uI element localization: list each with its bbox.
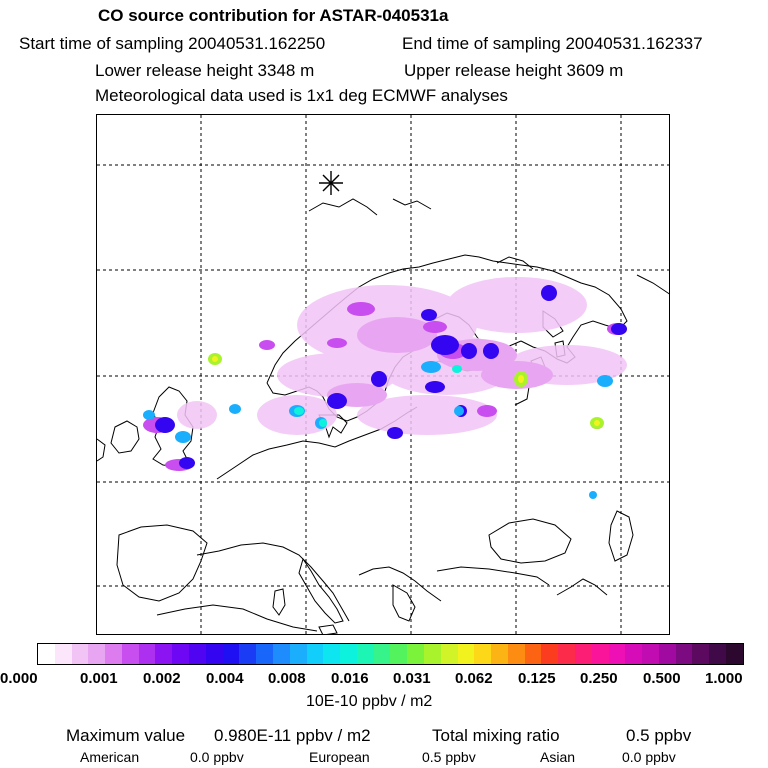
colorbar: [37, 643, 744, 665]
colorbar-swatch: [323, 644, 341, 664]
colorbar-swatch: [457, 644, 475, 664]
maximum-label: Maximum value: [66, 726, 186, 745]
colorbar-swatch: [726, 644, 743, 664]
tick-label: 1.000: [705, 670, 743, 687]
maximum-value: 0.980E-11 ppbv / m2: [214, 726, 371, 745]
tick-label: 0.004: [206, 670, 244, 687]
release-point-star: [319, 171, 343, 195]
colorbar-swatch: [88, 644, 106, 664]
american-label: American: [80, 749, 140, 765]
colorbar-swatch: [608, 644, 626, 664]
colorbar-swatch: [625, 644, 643, 664]
colorbar-swatch: [541, 644, 559, 664]
tick-label: 0.002: [143, 670, 181, 687]
tick-label: 0.008: [268, 670, 306, 687]
asian-value: 0.0 ppbv: [622, 749, 676, 765]
colorbar-swatch: [121, 644, 139, 664]
met-data-label: Meteorological data used is 1x1 deg ECMW…: [95, 86, 508, 105]
colorbar-swatch: [71, 644, 89, 664]
colorbar-swatch: [692, 644, 710, 664]
colorbar-swatch: [54, 644, 72, 664]
colorbar-swatch: [155, 644, 173, 664]
colorbar-swatch: [105, 644, 122, 664]
colorbar-swatch: [172, 644, 190, 664]
colorbar-swatch: [558, 644, 575, 664]
start-time-label: Start time of sampling 20040531.162250: [19, 34, 326, 53]
colorbar-swatch: [423, 644, 441, 664]
colorbar-swatch: [373, 644, 391, 664]
tick-label: 0.125: [518, 670, 556, 687]
colorbar-swatch: [356, 644, 374, 664]
colorbar-swatch: [658, 644, 676, 664]
colorbar-swatch: [440, 644, 458, 664]
colorbar-swatch: [272, 644, 290, 664]
colorbar-swatch: [575, 644, 592, 664]
tick-label: 0.000: [0, 670, 38, 687]
colorbar-swatch: [189, 644, 206, 664]
map-canvas: [97, 115, 669, 634]
colorbar-swatch: [239, 644, 257, 664]
tick-label: 0.001: [80, 670, 118, 687]
colorbar-swatch: [306, 644, 324, 664]
concentration-field: [143, 277, 627, 499]
map-panel: [96, 114, 670, 635]
colorbar-swatch: [205, 644, 223, 664]
colorbar-swatch: [407, 644, 424, 664]
colorbar-swatch: [289, 644, 307, 664]
colorbar-swatch: [138, 644, 156, 664]
end-time-label: End time of sampling 20040531.162337: [402, 34, 703, 53]
colorbar-swatch: [38, 644, 55, 664]
colorbar-swatch: [256, 644, 273, 664]
lower-height-label: Lower release height 3348 m: [95, 61, 315, 80]
colorbar-swatch: [642, 644, 659, 664]
tick-label: 0.062: [455, 670, 493, 687]
colorbar-swatch: [491, 644, 508, 664]
colorbar-swatch: [709, 644, 727, 664]
total-mixing-label: Total mixing ratio: [432, 726, 560, 745]
european-label: European: [309, 749, 370, 765]
colorbar-swatch: [222, 644, 240, 664]
tick-label: 0.016: [331, 670, 369, 687]
colorbar-swatch: [474, 644, 492, 664]
colorbar-swatch: [340, 644, 357, 664]
american-value: 0.0 ppbv: [190, 749, 244, 765]
plot-title: CO source contribution for ASTAR-040531a: [98, 6, 449, 25]
colorbar-swatch: [675, 644, 693, 664]
total-mixing-value: 0.5 ppbv: [626, 726, 692, 745]
colorbar-swatch: [524, 644, 542, 664]
colorbar-unit: 10E-10 ppbv / m2: [306, 693, 433, 710]
asian-label: Asian: [540, 749, 576, 765]
colorbar-swatch: [591, 644, 609, 664]
tick-label: 0.031: [393, 670, 431, 687]
upper-height-label: Upper release height 3609 m: [404, 61, 624, 80]
colorbar-swatch: [390, 644, 408, 664]
tick-label: 0.250: [580, 670, 618, 687]
tick-label: 0.500: [643, 670, 681, 687]
colorbar-swatch: [507, 644, 525, 664]
european-value: 0.5 ppbv: [422, 749, 476, 765]
